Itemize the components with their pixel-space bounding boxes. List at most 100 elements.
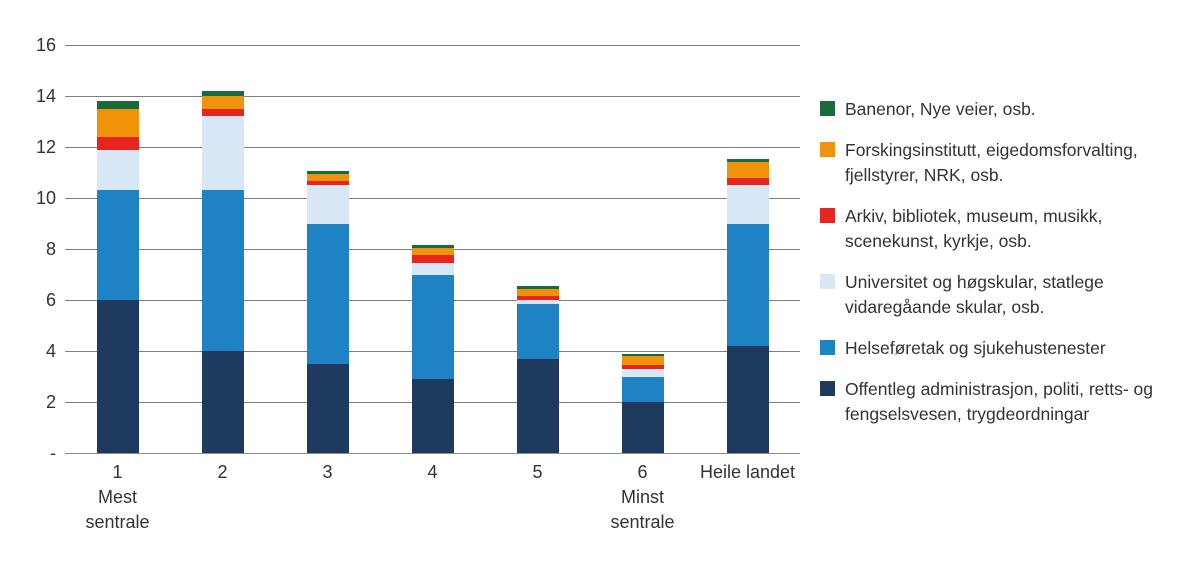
legend-swatch-icon [820,208,835,223]
x-category-sublabel [393,485,473,486]
x-category: 2 [170,460,275,535]
bar-segment [726,162,769,178]
gridline [65,45,800,46]
x-category: 4 [380,460,485,535]
bar-segment [411,247,454,256]
legend-label: Offentleg administrasjon, politi, retts-… [845,379,1154,424]
x-category: 6 Minst sentrale [590,460,695,535]
bar-segment [96,149,139,191]
bar-stack [726,158,769,453]
bar-segment [621,353,664,357]
legend-item: Offentleg administrasjon, politi, retts-… [820,377,1155,427]
y-tick-label: 16 [35,35,56,55]
bar-segment [621,402,664,453]
legend-swatch-icon [820,340,835,355]
legend-item: Universitet og høgskular, statlege vidar… [820,270,1155,320]
x-axis: 1 Mest sentrale 2 3 4 5 6 Minst sentrale Heile l… [65,460,800,535]
legend-swatch-icon [820,274,835,289]
bar-segment [201,351,244,453]
y-tick-label: 4 [45,341,56,361]
bar-segment [516,358,559,453]
bar-segment [516,300,559,304]
bar-segment [96,136,139,150]
legend-label: Helseføretak og sjukehustenester [845,338,1106,358]
x-category-sublabel: Mest sentrale [85,487,150,532]
bar-stack [411,245,454,453]
x-category-label: 1 [112,462,123,482]
y-tick-label: 10 [35,188,56,208]
plot-area [65,45,800,454]
x-category-sublabel [288,485,368,486]
bar-segment [201,108,244,117]
legend-label: Forskingsinstitutt, eigedomsforvalting, … [845,140,1138,185]
bar-stack [96,101,139,453]
x-category-sublabel [708,485,788,486]
bar-segment [306,363,349,453]
legend-item: Helseføretak og sjukehustenester [820,336,1155,361]
y-tick-label: 14 [35,86,56,106]
x-category-label: 4 [427,462,438,482]
x-category: 3 [275,460,380,535]
bar-segment [726,177,769,186]
x-category: 1 Mest sentrale [65,460,170,535]
legend-label: Universitet og høgskular, statlege vidar… [845,272,1104,317]
bar-segment [306,185,349,224]
x-category: Heile landet [695,460,800,535]
bar-columns [65,45,800,453]
bar-segment [411,379,454,453]
bar-segment [201,90,244,97]
bar-column [275,45,380,453]
bar-segment [411,255,454,264]
bar-segment [621,356,664,366]
x-category-label: 2 [217,462,228,482]
bar-segment [726,345,769,453]
y-tick-label: 8 [45,239,56,259]
x-category-sublabel [183,485,263,486]
bar-segment [306,181,349,186]
bar-segment [516,286,559,289]
gridline [65,198,800,199]
bar-segment [411,263,454,275]
bar-segment [96,101,139,109]
bar-stack [516,286,559,453]
bar-segment [516,303,559,359]
bar-segment [411,274,454,380]
legend-item: Forskingsinstitutt, eigedomsforvalting, … [820,138,1155,188]
bar-segment [621,368,664,377]
y-tick-label: 12 [35,137,56,157]
bar-stack [306,171,349,453]
bar-segment [96,190,139,300]
x-category-label: 3 [322,462,333,482]
bar-stack [201,90,244,453]
y-tick-label: 2 [45,392,56,412]
gridline [65,96,800,97]
x-category-label: Heile landet [699,462,796,482]
legend-label: Banenor, Nye veier, osb. [845,99,1036,119]
x-category-sublabel: Minst sentrale [610,487,675,532]
bar-segment [201,96,244,109]
bar-segment [201,116,244,191]
legend-swatch-icon [820,381,835,396]
gridline [65,147,800,148]
legend-swatch-icon [820,101,835,116]
y-axis: 16 14 12 10 8 6 4 2 - [0,35,56,463]
bar-column [485,45,590,453]
bar-column [170,45,275,453]
bar-segment [726,223,769,346]
y-tick-label: 6 [45,290,56,310]
legend-swatch-icon [820,142,835,157]
bar-column [695,45,800,453]
bar-segment [726,185,769,224]
bar-segment [621,376,664,402]
y-tick-label: - [50,443,56,463]
x-category-sublabel [498,485,578,486]
legend-label: Arkiv, bibliotek, museum, musikk, scenek… [845,206,1103,251]
x-category-label: 5 [532,462,543,482]
bar-segment [516,296,559,301]
bar-segment [411,245,454,248]
bar-segment [621,365,664,369]
bar-segment [306,223,349,364]
bar-segment [516,288,559,297]
bar-column [65,45,170,453]
bar-column [380,45,485,453]
